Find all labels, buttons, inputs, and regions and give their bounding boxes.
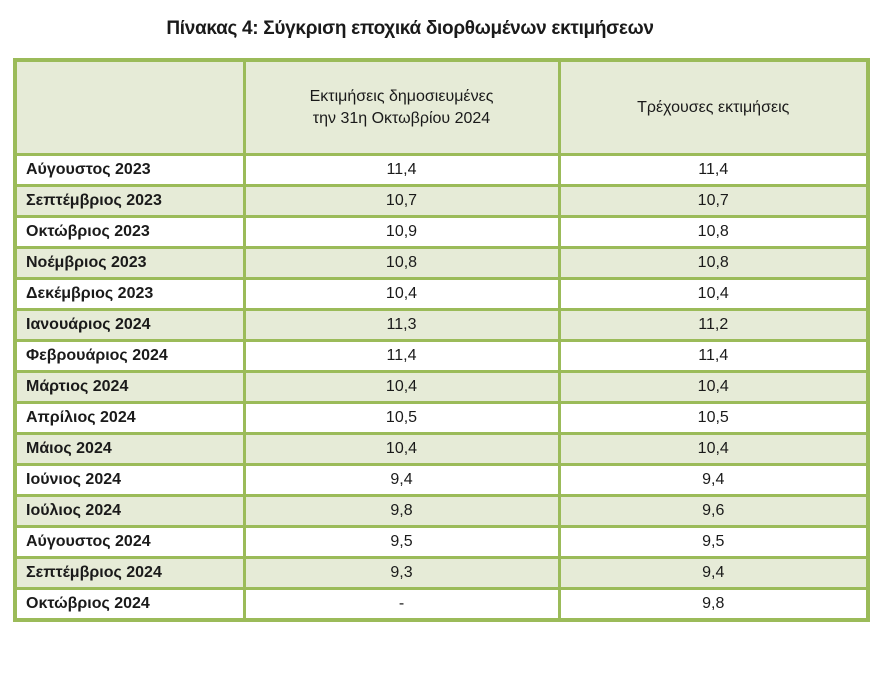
header-month [13, 58, 246, 156]
published-cell: - [242, 587, 561, 622]
table-row: Φεβρουάριος 2024 11,4 11,4 [13, 339, 870, 373]
current-cell: 10,8 [557, 246, 870, 280]
table-row: Σεπτέμβριος 2024 9,3 9,4 [13, 556, 870, 590]
table-row: Αύγουστος 2023 11,4 11,4 [13, 153, 870, 187]
month-cell: Σεπτέμβριος 2023 [13, 184, 246, 218]
current-cell: 10,4 [557, 432, 870, 466]
current-cell: 10,5 [557, 401, 870, 435]
month-cell: Αύγουστος 2023 [13, 153, 246, 187]
published-cell: 11,4 [242, 153, 561, 187]
current-cell: 9,4 [557, 463, 870, 497]
current-cell: 9,6 [557, 494, 870, 528]
table-row: Οκτώβριος 2024 - 9,8 [13, 587, 870, 622]
table-row: Ιούνιος 2024 9,4 9,4 [13, 463, 870, 497]
table-row: Σεπτέμβριος 2023 10,7 10,7 [13, 184, 870, 218]
table-row: Μάρτιος 2024 10,4 10,4 [13, 370, 870, 404]
table-caption: Πίνακας 4: Σύγκριση εποχικά διορθωμένων … [166, 18, 654, 39]
published-cell: 10,9 [242, 215, 561, 249]
comparison-table: Εκτιμήσεις δημοσιευμένες την 31η Οκτωβρί… [13, 58, 870, 622]
month-cell: Μάρτιος 2024 [13, 370, 246, 404]
header-published-line1: Εκτιμήσεις δημοσιευμένες [309, 87, 494, 105]
current-cell: 9,5 [557, 525, 870, 559]
month-cell: Ιανουάριος 2024 [13, 308, 246, 342]
current-cell: 10,7 [557, 184, 870, 218]
published-cell: 11,3 [242, 308, 561, 342]
published-cell: 11,4 [242, 339, 561, 373]
published-cell: 10,4 [242, 370, 561, 404]
published-cell: 10,7 [242, 184, 561, 218]
published-cell: 9,8 [242, 494, 561, 528]
table-row: Ιούλιος 2024 9,8 9,6 [13, 494, 870, 528]
published-cell: 10,8 [242, 246, 561, 280]
table-row: Αύγουστος 2024 9,5 9,5 [13, 525, 870, 559]
month-cell: Δεκέμβριος 2023 [13, 277, 246, 311]
month-cell: Οκτώβριος 2024 [13, 587, 246, 622]
table-row: Ιανουάριος 2024 11,3 11,2 [13, 308, 870, 342]
table-row: Οκτώβριος 2023 10,9 10,8 [13, 215, 870, 249]
table-row: Δεκέμβριος 2023 10,4 10,4 [13, 277, 870, 311]
month-cell: Απρίλιος 2024 [13, 401, 246, 435]
current-cell: 10,4 [557, 370, 870, 404]
header-row: Εκτιμήσεις δημοσιευμένες την 31η Οκτωβρί… [13, 58, 870, 156]
month-cell: Αύγουστος 2024 [13, 525, 246, 559]
month-cell: Ιούνιος 2024 [13, 463, 246, 497]
month-cell: Νοέμβριος 2023 [13, 246, 246, 280]
table-row: Μάιος 2024 10,4 10,4 [13, 432, 870, 466]
month-cell: Οκτώβριος 2023 [13, 215, 246, 249]
published-cell: 10,4 [242, 432, 561, 466]
current-cell: 9,4 [557, 556, 870, 590]
published-cell: 10,4 [242, 277, 561, 311]
published-cell: 9,3 [242, 556, 561, 590]
month-cell: Ιούλιος 2024 [13, 494, 246, 528]
published-cell: 10,5 [242, 401, 561, 435]
current-cell: 9,8 [557, 587, 870, 622]
table-row: Νοέμβριος 2023 10,8 10,8 [13, 246, 870, 280]
published-cell: 9,4 [242, 463, 561, 497]
month-cell: Μάιος 2024 [13, 432, 246, 466]
header-published-estimates: Εκτιμήσεις δημοσιευμένες την 31η Οκτωβρί… [242, 58, 561, 156]
published-cell: 9,5 [242, 525, 561, 559]
month-cell: Σεπτέμβριος 2024 [13, 556, 246, 590]
current-cell: 10,8 [557, 215, 870, 249]
current-cell: 11,4 [557, 339, 870, 373]
current-cell: 11,4 [557, 153, 870, 187]
current-cell: 10,4 [557, 277, 870, 311]
month-cell: Φεβρουάριος 2024 [13, 339, 246, 373]
table-row: Απρίλιος 2024 10,5 10,5 [13, 401, 870, 435]
header-published-line2: την 31η Οκτωβρίου 2024 [312, 109, 491, 127]
current-cell: 11,2 [557, 308, 870, 342]
header-current-estimates: Τρέχουσες εκτιμήσεις [557, 58, 870, 156]
